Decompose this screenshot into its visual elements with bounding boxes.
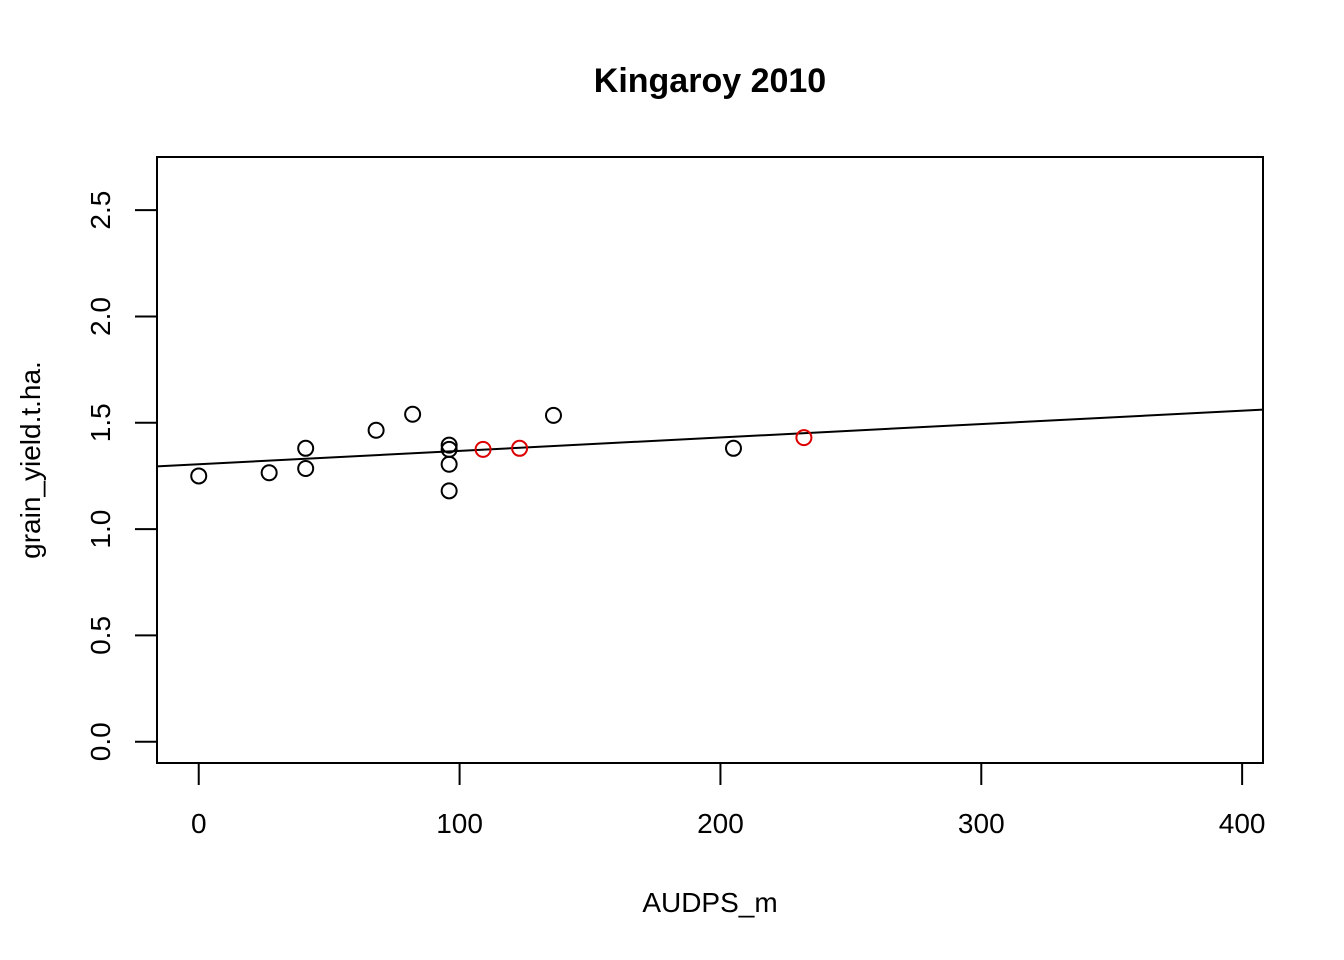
data-points [190,405,813,500]
data-point [474,440,492,458]
regression-line-group [156,408,1264,468]
data-point [724,439,742,457]
y-axis-label: grain_yield.t.ha. [15,361,46,559]
y-tick-label: 0.0 [85,722,116,761]
data-point [297,460,315,478]
data-point [404,405,422,423]
y-tick-label: 1.5 [85,403,116,442]
data-point [260,464,278,482]
x-axis-label: AUDPS_m [642,887,777,918]
x-axis: 0 100 200 300 400 [191,762,1266,839]
x-tick-label: 300 [958,808,1005,839]
data-point [190,467,208,485]
data-point [367,421,385,439]
y-tick-label: 2.0 [85,297,116,336]
y-tick-label: 1.0 [85,510,116,549]
y-tick-label: 0.5 [85,616,116,655]
data-point [511,439,529,457]
regression-line [156,408,1264,468]
x-tick-label: 200 [697,808,744,839]
y-axis: 0.0 0.5 1.0 1.5 2.0 2.5 [85,191,158,761]
x-tick-label: 400 [1219,808,1266,839]
data-point [544,406,562,424]
plot-frame [156,156,1264,764]
x-tick-label: 0 [191,808,207,839]
data-point [440,455,458,473]
chart-title: Kingaroy 2010 [594,62,826,100]
x-tick-label: 100 [436,808,483,839]
data-point [297,439,315,457]
y-tick-label: 2.5 [85,191,116,230]
data-point [795,429,813,447]
data-point [440,482,458,500]
data-point [440,436,458,454]
